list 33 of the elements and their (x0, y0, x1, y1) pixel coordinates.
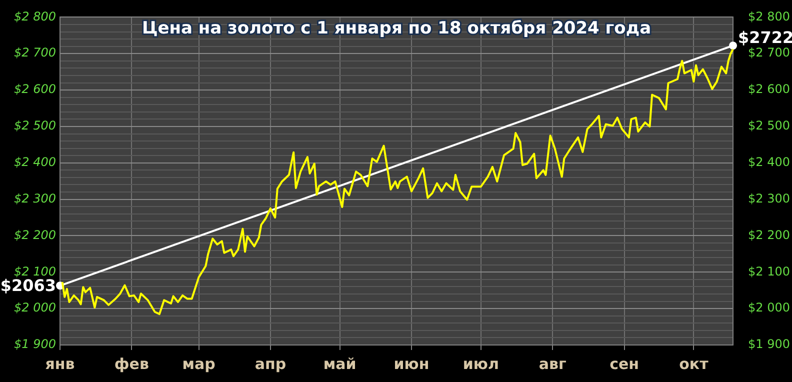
x-tick-label: апр (254, 354, 286, 373)
y-tick-label: $2 200 (14, 228, 56, 242)
x-tick-label: авг (538, 354, 566, 373)
y2-tick-label: $2 400 (748, 155, 790, 170)
y-tick-label: $2 700 (14, 46, 56, 60)
y-tick-label: $2 000 (14, 300, 56, 315)
x-tick-label: янв (45, 354, 75, 373)
chart-title: Цена на золото с 1 января по 18 октября 2024 года (142, 18, 652, 39)
y2-tick-label: $2 700 (748, 46, 790, 60)
x-tick-label: мар (182, 354, 216, 373)
x-tick-label: окт (679, 354, 709, 373)
x-tick-label: фев (114, 354, 149, 373)
y-tick-label: $2 800 (14, 9, 56, 24)
y2-tick-label: $2 600 (748, 82, 790, 96)
x-tick-label: сен (610, 354, 640, 373)
y-tick-label: $2 500 (14, 118, 56, 133)
y2-tick-label: $2 300 (748, 191, 790, 206)
x-tick-label: июн (394, 354, 430, 373)
y-tick-label: $2 400 (14, 155, 56, 170)
y2-tick-label: $2 500 (748, 118, 790, 133)
y2-tick-label: $2 000 (748, 300, 790, 315)
y-tick-label: $2 300 (14, 191, 56, 206)
data-label: $2063 (0, 276, 56, 295)
y2-tick-label: $2 100 (748, 264, 790, 278)
y-tick-label: $2 600 (14, 82, 56, 96)
y2-tick-label: $2 800 (748, 9, 790, 24)
y2-tick-label: $1 900 (748, 337, 790, 352)
x-tick-label: май (323, 354, 356, 373)
y2-tick-label: $2 200 (748, 228, 790, 242)
y-tick-label: $1 900 (14, 337, 56, 352)
x-tick-label: июл (462, 354, 499, 373)
y-tick-label: $2 100 (14, 264, 56, 278)
data-label: $2722 (738, 28, 792, 47)
